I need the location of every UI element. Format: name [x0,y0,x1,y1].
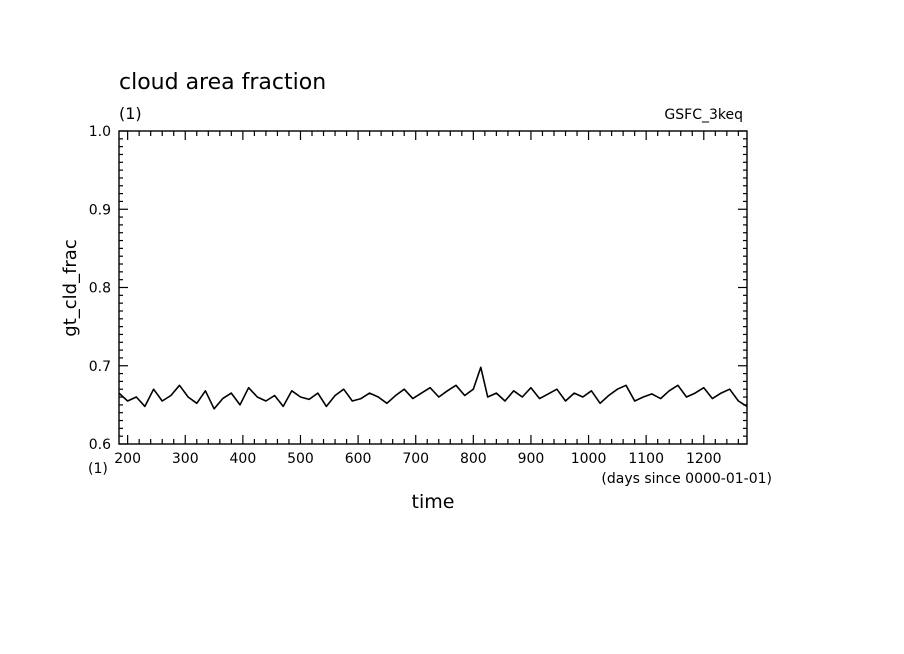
y-tick-labels: 0.6 0.7 0.8 0.9 1.0 [89,124,111,453]
series-line [118,366,748,410]
plot-frame [118,130,748,445]
y-tick-label: 0.7 [89,359,111,375]
chart-title: cloud area fraction [119,70,326,95]
x-tick-label: 400 [230,451,257,467]
x-tick-label: 300 [172,451,199,467]
y-axis-title: gt_cld_frac [60,239,81,336]
x-tick-label: 900 [518,451,545,467]
x-tick-label: 800 [460,451,487,467]
chart-units-label: (1) [119,104,142,123]
x-axis-title: time [412,491,455,513]
y-tick-label: 1.0 [89,124,111,140]
axis-ticks [119,130,747,445]
x-axis-units: (days since 0000-01-01) [601,471,772,487]
x-tick-labels: 200 300 400 500 600 700 800 900 1000 1100 1200 [114,451,721,467]
x-tick-label: 600 [345,451,372,467]
x-tick-label: 1200 [686,451,722,467]
x-tick-label: 1000 [571,451,607,467]
x-tick-label: 200 [114,451,141,467]
x-axis-units-marker: (1) [88,461,108,477]
x-tick-label: 500 [287,451,314,467]
x-tick-label: 700 [402,451,429,467]
x-tick-label: 1100 [628,451,664,467]
y-tick-label: 0.9 [89,202,111,218]
y-tick-label: 0.6 [89,437,111,453]
experiment-label: GSFC_3keq [664,107,743,123]
y-tick-label: 0.8 [89,281,111,297]
